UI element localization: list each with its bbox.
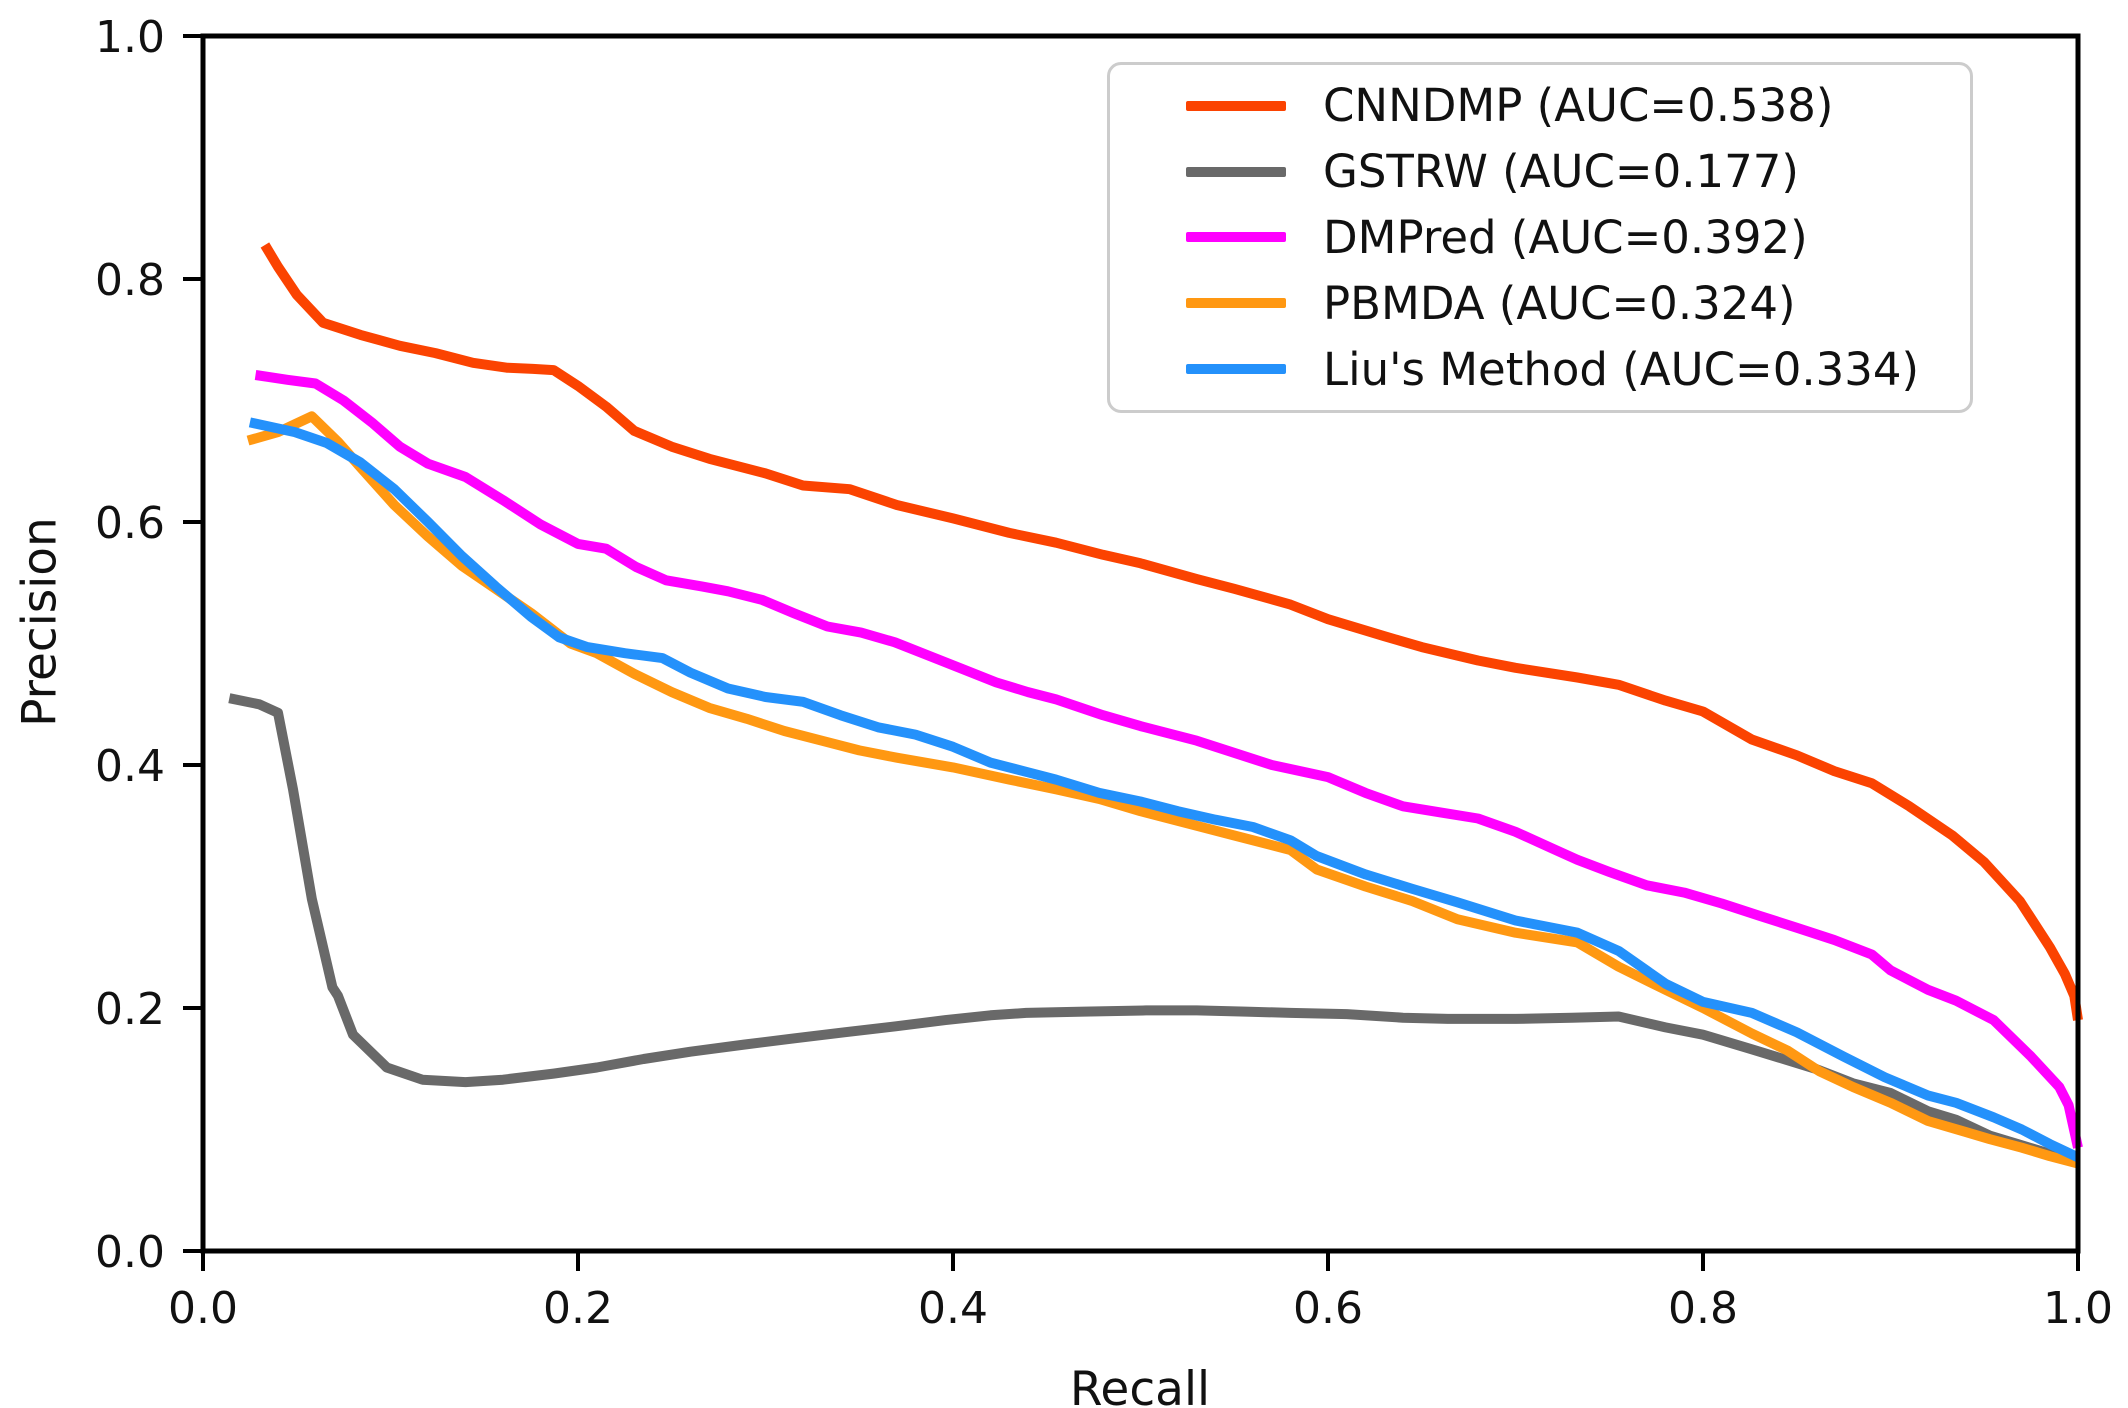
legend-label-dmpred: DMPred (AUC=0.392) xyxy=(1323,211,1808,264)
legend-row-dmpred: DMPred (AUC=0.392) xyxy=(1110,205,1970,271)
x-tick-label: 0.4 xyxy=(918,1283,988,1334)
series-line-pbmda xyxy=(248,416,2078,1163)
legend-label-gstrw: GSTRW (AUC=0.177) xyxy=(1323,145,1799,198)
y-tick-label: 0.0 xyxy=(95,1227,165,1278)
legend-line-swatch-dmpred xyxy=(1186,232,1286,242)
legend-row-pbmda: PBMDA (AUC=0.324) xyxy=(1110,270,1970,336)
x-tick-label: 0.8 xyxy=(1668,1283,1738,1334)
series-line-liu-s-method xyxy=(250,422,2078,1157)
legend-label-lius-method: Liu's Method (AUC=0.334) xyxy=(1323,343,1919,396)
legend-label-pbmda: PBMDA (AUC=0.324) xyxy=(1323,277,1796,330)
legend-line-swatch-lius-method xyxy=(1186,364,1286,374)
y-tick-label: 0.8 xyxy=(95,255,165,306)
legend-label-cnndmp: CNNDMP (AUC=0.538) xyxy=(1323,79,1833,132)
legend-row-gstrw: GSTRW (AUC=0.177) xyxy=(1110,139,1970,205)
legend-box: CNNDMP (AUC=0.538) GSTRW (AUC=0.177) DMP… xyxy=(1107,62,1973,413)
legend-line-swatch-pbmda xyxy=(1186,298,1286,308)
x-tick-label: 1.0 xyxy=(2043,1283,2113,1334)
pr-curve-figure: 0.0 0.2 0.4 0.6 0.8 1.0 0.0 0.2 0.4 0.6 0.8 1.0 Rec… xyxy=(0,0,2128,1408)
legend-line-swatch-gstrw xyxy=(1186,167,1286,177)
legend-line-swatch-cnndmp xyxy=(1186,101,1286,111)
legend-row-lius-method: Liu's Method (AUC=0.334) xyxy=(1110,336,1970,402)
y-axis-label: Precision xyxy=(13,517,68,727)
y-tick-label: 1.0 xyxy=(95,12,165,63)
y-tick-label: 0.4 xyxy=(95,741,165,792)
x-tick-label: 0.6 xyxy=(1293,1283,1363,1334)
x-axis-label: Recall xyxy=(1070,1362,1210,1408)
x-tick-label: 0.0 xyxy=(168,1283,238,1334)
y-tick-label: 0.2 xyxy=(95,984,165,1035)
legend-row-cnndmp: CNNDMP (AUC=0.538) xyxy=(1110,73,1970,139)
y-tick-label: 0.6 xyxy=(95,498,165,549)
x-tick-label: 0.2 xyxy=(543,1283,613,1334)
